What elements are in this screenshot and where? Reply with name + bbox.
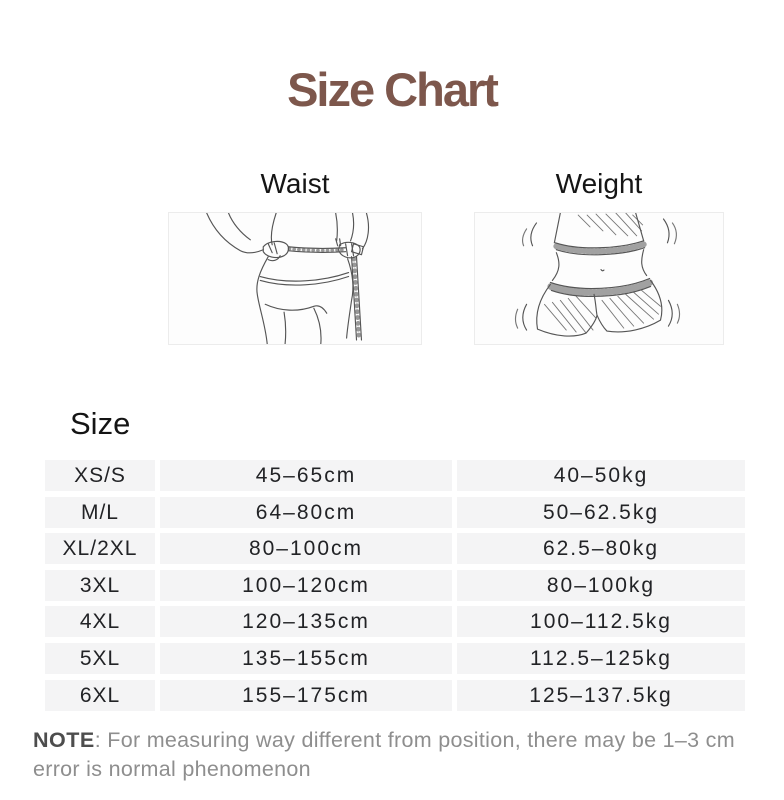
size-cell: 3XL [45, 569, 155, 601]
waist-column-label: Waist [260, 168, 330, 199]
size-table: XS/S 45–65cm 40–50kg M/L 64–80cm 50–62.5kg XL/… [45, 460, 745, 716]
waist-cell: 45–65cm [160, 460, 452, 491]
waist-cell: 100–120cm [160, 569, 452, 601]
weight-body-shorts-icon [514, 213, 681, 337]
weight-cell: 40–50kg [457, 460, 745, 491]
waist-measuring-tape-icon [206, 213, 370, 344]
weight-cell: 62.5–80kg [457, 533, 745, 565]
page-title: Size Chart [287, 63, 499, 116]
waist-cell: 120–135cm [160, 606, 452, 638]
waist-cell: 64–80cm [160, 496, 452, 528]
weight-cell: 112.5–125kg [457, 642, 745, 674]
waist-illustration-panel [168, 212, 422, 345]
table-row: 3XL 100–120cm 80–100kg [45, 569, 745, 601]
weight-column-label: Weight [555, 168, 643, 199]
note-label: NOTE [33, 728, 95, 752]
size-cell: 4XL [45, 606, 155, 638]
size-cell: 6XL [45, 679, 155, 711]
weight-illustration-panel [474, 212, 724, 345]
size-table-header: Size [70, 406, 131, 441]
size-cell: M/L [45, 496, 155, 528]
table-row: 4XL 120–135cm 100–112.5kg [45, 606, 745, 638]
weight-cell: 80–100kg [457, 569, 745, 601]
table-row: 6XL 155–175cm 125–137.5kg [45, 679, 745, 711]
waist-cell: 155–175cm [160, 679, 452, 711]
size-cell: XS/S [45, 460, 155, 491]
table-row: 5XL 135–155cm 112.5–125kg [45, 642, 745, 674]
size-cell: XL/2XL [45, 533, 155, 565]
weight-cell: 125–137.5kg [457, 679, 745, 711]
table-row: XL/2XL 80–100cm 62.5–80kg [45, 533, 745, 565]
waist-cell: 80–100cm [160, 533, 452, 565]
weight-cell: 100–112.5kg [457, 606, 745, 638]
table-row: M/L 64–80cm 50–62.5kg [45, 496, 745, 528]
size-cell: 5XL [45, 642, 155, 674]
waist-cell: 135–155cm [160, 642, 452, 674]
table-row: XS/S 45–65cm 40–50kg [45, 460, 745, 491]
note-text: NOTE: For measuring way different from p… [33, 728, 735, 781]
weight-cell: 50–62.5kg [457, 496, 745, 528]
